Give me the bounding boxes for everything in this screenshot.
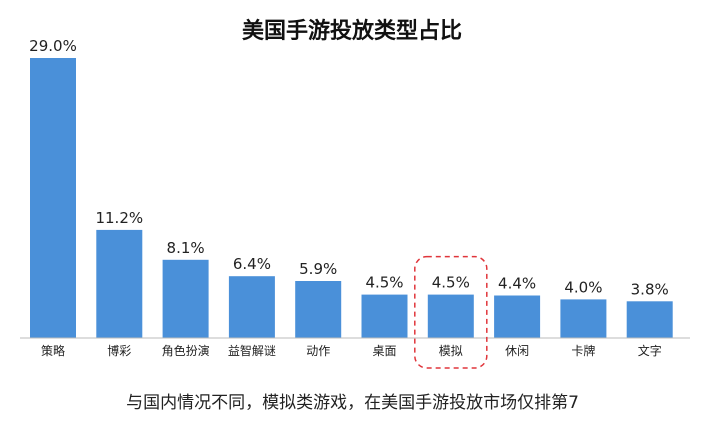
bar-5: [361, 294, 408, 338]
x-tick-label-9: 文字: [638, 343, 662, 358]
bar-0: [30, 58, 76, 338]
bar-3: [228, 276, 275, 338]
value-label-9: 3.8%: [631, 280, 669, 298]
x-tick-label-8: 卡牌: [571, 344, 595, 358]
bars-layer: [30, 58, 673, 338]
x-tick-label-1: 博彩: [107, 343, 131, 358]
chart-title: 美国手游投放类型占比: [242, 18, 462, 44]
bar-8: [560, 299, 607, 338]
bar-7: [494, 295, 541, 338]
value-label-0: 29.0%: [29, 37, 77, 55]
value-label-2: 8.1%: [167, 239, 205, 257]
chart-caption: 与国内情况不同，模拟类游戏，在美国手游投放市场仅排第7: [126, 393, 579, 413]
value-label-7: 4.4%: [498, 275, 536, 293]
x-tick-label-0: 策略: [41, 343, 65, 358]
bar-4: [295, 281, 342, 338]
highlight-box: [414, 255, 488, 369]
x-tick-label-4: 动作: [306, 344, 330, 358]
x-tick-label-5: 桌面: [372, 344, 396, 358]
value-label-8: 4.0%: [564, 278, 602, 296]
value-label-4: 5.9%: [299, 260, 337, 278]
labels-layer: 29.0% 策略 11.2% 博彩 8.1% 角色扮演 6.4% 益智解谜 5.9% 动作 4.5%…: [29, 37, 669, 358]
bar-9: [626, 301, 673, 338]
bar-6: [427, 294, 474, 338]
x-tick-label-7: 休闲: [505, 344, 529, 358]
value-label-6: 4.5%: [432, 274, 470, 292]
value-label-1: 11.2%: [95, 209, 143, 227]
x-tick-label-3: 益智解谜: [228, 343, 276, 358]
value-label-3: 6.4%: [233, 255, 271, 273]
bar-2: [162, 259, 209, 338]
x-tick-label-2: 角色扮演: [162, 343, 210, 358]
x-tick-label-6: 模拟: [439, 344, 463, 358]
bar-1: [96, 229, 143, 338]
value-label-5: 4.5%: [365, 274, 403, 292]
